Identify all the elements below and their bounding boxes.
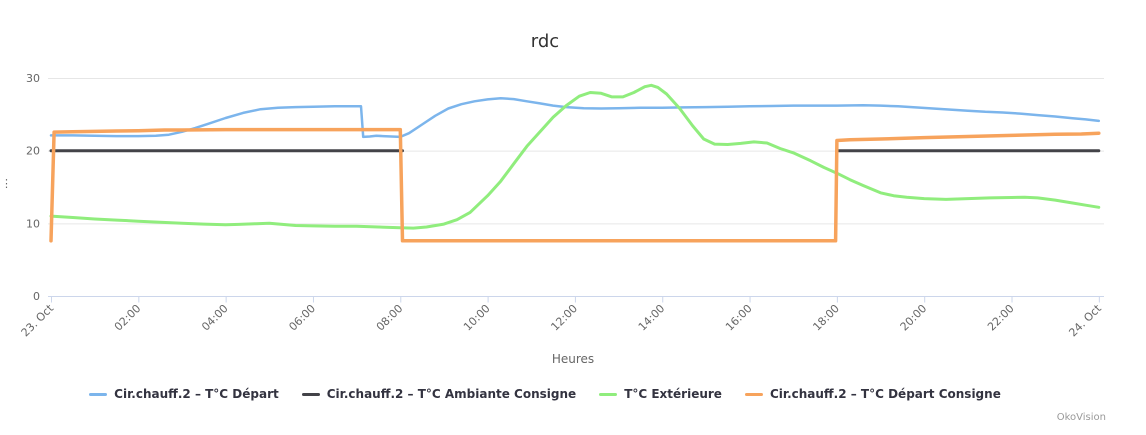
series-line-0 bbox=[49, 97, 1101, 139]
legend-line-swatch bbox=[89, 392, 108, 396]
legend-item-2[interactable]: T°C Extérieure bbox=[599, 387, 722, 401]
x-axis-tick-label: 12:00 bbox=[548, 302, 580, 334]
x-axis-title: Heures bbox=[551, 352, 595, 366]
legend-line-swatch bbox=[301, 392, 320, 396]
legend-line-swatch bbox=[599, 392, 618, 396]
legend-item-1[interactable]: Cir.chauff.2 – T°C Ambiante Consigne bbox=[301, 387, 577, 401]
x-axis-tick-label: 04:00 bbox=[199, 302, 231, 334]
legend-label: Cir.chauff.2 – T°C Ambiante Consigne bbox=[326, 387, 577, 401]
legend-item-3[interactable]: Cir.chauff.2 – T°C Départ Consigne bbox=[744, 387, 1001, 401]
series-line-3 bbox=[49, 127, 1101, 243]
x-axis-tick-label: 10:00 bbox=[461, 302, 493, 334]
x-axis-tick-label: 20:00 bbox=[898, 302, 930, 334]
x-axis-tick-label: 02:00 bbox=[112, 302, 144, 334]
x-axis-tick-label: 24. Oct bbox=[1066, 301, 1104, 339]
y-axis-title-ellipsis: ⋮ bbox=[1, 177, 12, 190]
y-axis-tick-label: 20 bbox=[26, 145, 40, 158]
y-axis-tick-label: 0 bbox=[33, 290, 40, 303]
x-axis-tick-label: 16:00 bbox=[723, 302, 755, 334]
x-axis-tick-label: 18:00 bbox=[810, 302, 842, 334]
legend-item-0[interactable]: Cir.chauff.2 – T°C Départ bbox=[89, 387, 279, 401]
x-axis-tick-label: 22:00 bbox=[985, 302, 1017, 334]
x-axis-tick-label: 23. Oct bbox=[19, 301, 57, 339]
chart-legend: Cir.chauff.2 – T°C Départ Cir.chauff.2 – … bbox=[0, 387, 1146, 401]
legend-label: Cir.chauff.2 – T°C Départ bbox=[114, 387, 279, 401]
y-axis-tick-label: 30 bbox=[26, 72, 40, 85]
legend-label: Cir.chauff.2 – T°C Départ Consigne bbox=[769, 387, 1001, 401]
y-axis-tick-label: 10 bbox=[26, 217, 40, 230]
legend-label: T°C Extérieure bbox=[624, 387, 722, 401]
x-axis-tick-label: 06:00 bbox=[286, 302, 318, 334]
legend-line-swatch bbox=[744, 392, 763, 396]
credits-watermark: OkoVision bbox=[1056, 412, 1106, 423]
x-axis-tick-label: 08:00 bbox=[374, 302, 406, 334]
series-line-2 bbox=[49, 83, 1101, 230]
chart-title: rdc bbox=[530, 31, 560, 52]
x-axis-tick-label: 14:00 bbox=[636, 302, 668, 334]
